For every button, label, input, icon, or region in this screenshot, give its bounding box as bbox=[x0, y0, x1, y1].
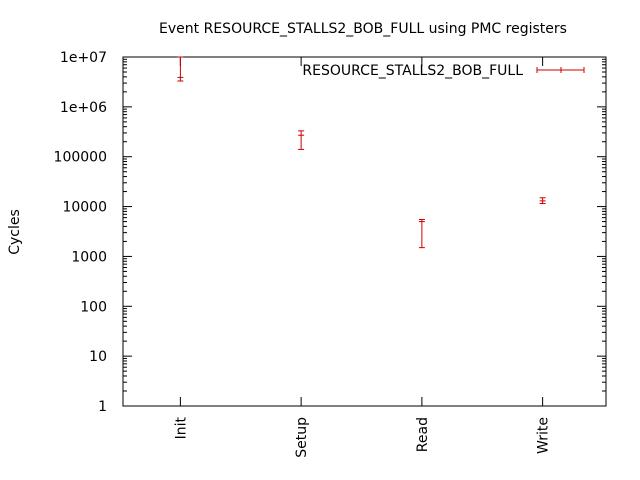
legend-label: RESOURCE_STALLS2_BOB_FULL bbox=[302, 63, 523, 79]
x-tick-label: Init bbox=[173, 416, 189, 439]
data-point bbox=[539, 197, 546, 205]
data-point bbox=[177, 56, 184, 82]
y-tick-label: 10000 bbox=[62, 200, 107, 216]
legend: RESOURCE_STALLS2_BOB_FULL bbox=[302, 63, 585, 79]
axis-ticks: 1 10 100 1000 10000 100000 1e+06 1e+07 Init Setup… bbox=[54, 50, 606, 458]
data-point bbox=[298, 130, 305, 150]
y-tick-label: 1e+06 bbox=[60, 100, 107, 116]
y-tick-label: 100 bbox=[80, 299, 107, 315]
plot-frame bbox=[122, 56, 607, 407]
data-marks bbox=[177, 56, 546, 249]
chart-title: Event RESOURCE_STALLS2_BOB_FULL using PM… bbox=[159, 21, 567, 37]
y-tick-label: 1e+07 bbox=[60, 50, 107, 66]
x-tick-label: Read bbox=[415, 417, 431, 452]
y-tick-label: 10 bbox=[89, 349, 107, 365]
y-tick-label: 100000 bbox=[54, 150, 107, 166]
data-point bbox=[418, 219, 425, 249]
x-tick-label: Setup bbox=[294, 417, 310, 458]
y-tick-label: 1000 bbox=[71, 249, 107, 265]
x-tick-label: Write bbox=[536, 417, 552, 454]
y-tick-label: 1 bbox=[98, 399, 107, 415]
y-axis-label: Cycles bbox=[7, 209, 23, 255]
